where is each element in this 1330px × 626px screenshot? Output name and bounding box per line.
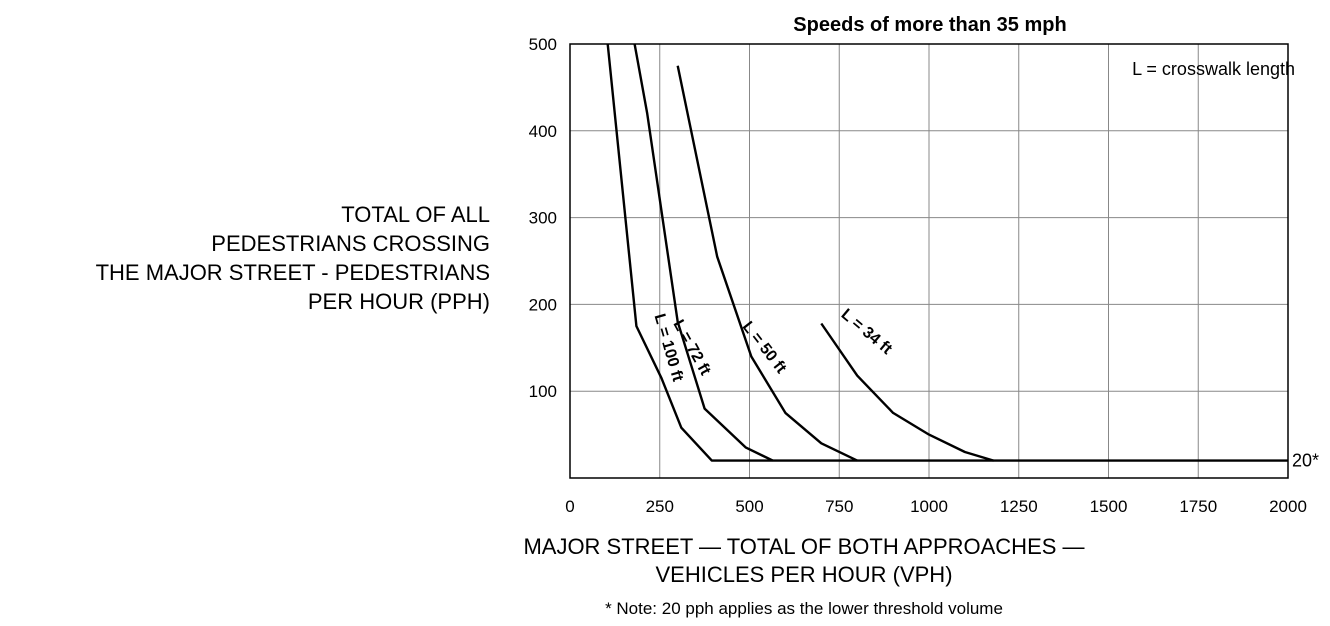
x-tick-label: 1000 [910,497,948,516]
series-lines [606,43,1288,462]
x-tick-label: 2000 [1269,497,1307,516]
series-label-3: L = 50 ft [739,319,790,378]
x-tick-label: 250 [646,497,674,516]
x-axis-label-line: VEHICLES PER HOUR (VPH) [655,562,952,587]
series-labels: L = 100 ftL = 72 ft L = 50 ft L = 34 ft [651,306,896,384]
x-tick-label: 500 [735,497,763,516]
y-axis-label-line: PEDESTRIANS CROSSING [211,231,490,256]
series-label-4: L = 34 ft [838,306,896,358]
y-tick-label: 100 [529,382,557,401]
series-line-1 [606,43,1288,462]
y-tick-label: 200 [529,295,557,314]
y-axis-label: TOTAL OF ALL PEDESTRIANS CROSSING THE MAJO… [96,202,490,314]
x-tick-label: 1750 [1179,497,1217,516]
y-axis-ticks: 100 200 300 400 500 [529,35,557,401]
y-tick-label: 300 [529,209,557,228]
chart-title: Speeds of more than 35 mph [793,14,1066,36]
footnote: * Note: 20 pph applies as the lower thre… [605,599,1003,618]
crosswalk-annotation: L = crosswalk length [1132,59,1295,79]
y-axis-label-line: THE MAJOR STREET - PEDESTRIANS [96,260,490,285]
y-tick-label: 400 [529,122,557,141]
plot-frame [569,43,1289,479]
x-axis-label: MAJOR STREET — TOTAL OF BOTH APPROACHES … [523,534,1084,587]
series-line-2 [633,43,774,462]
series-line-3 [676,65,858,462]
x-axis-ticks: 0 250 500 750 1000 1250 1500 1750 2000 [565,497,1307,516]
x-tick-label: 1500 [1090,497,1128,516]
y-axis-label-line: TOTAL OF ALL [341,202,490,227]
y-tick-label: 500 [529,35,557,54]
threshold-label: 20* [1292,451,1319,471]
x-tick-label: 1250 [1000,497,1038,516]
x-tick-label: 0 [565,497,574,516]
grid [570,44,1288,478]
x-tick-label: 750 [825,497,853,516]
series-line-4 [820,322,994,462]
x-axis-label-line: MAJOR STREET — TOTAL OF BOTH APPROACHES … [523,534,1084,559]
y-axis-label-line: PER HOUR (PPH) [308,289,490,314]
